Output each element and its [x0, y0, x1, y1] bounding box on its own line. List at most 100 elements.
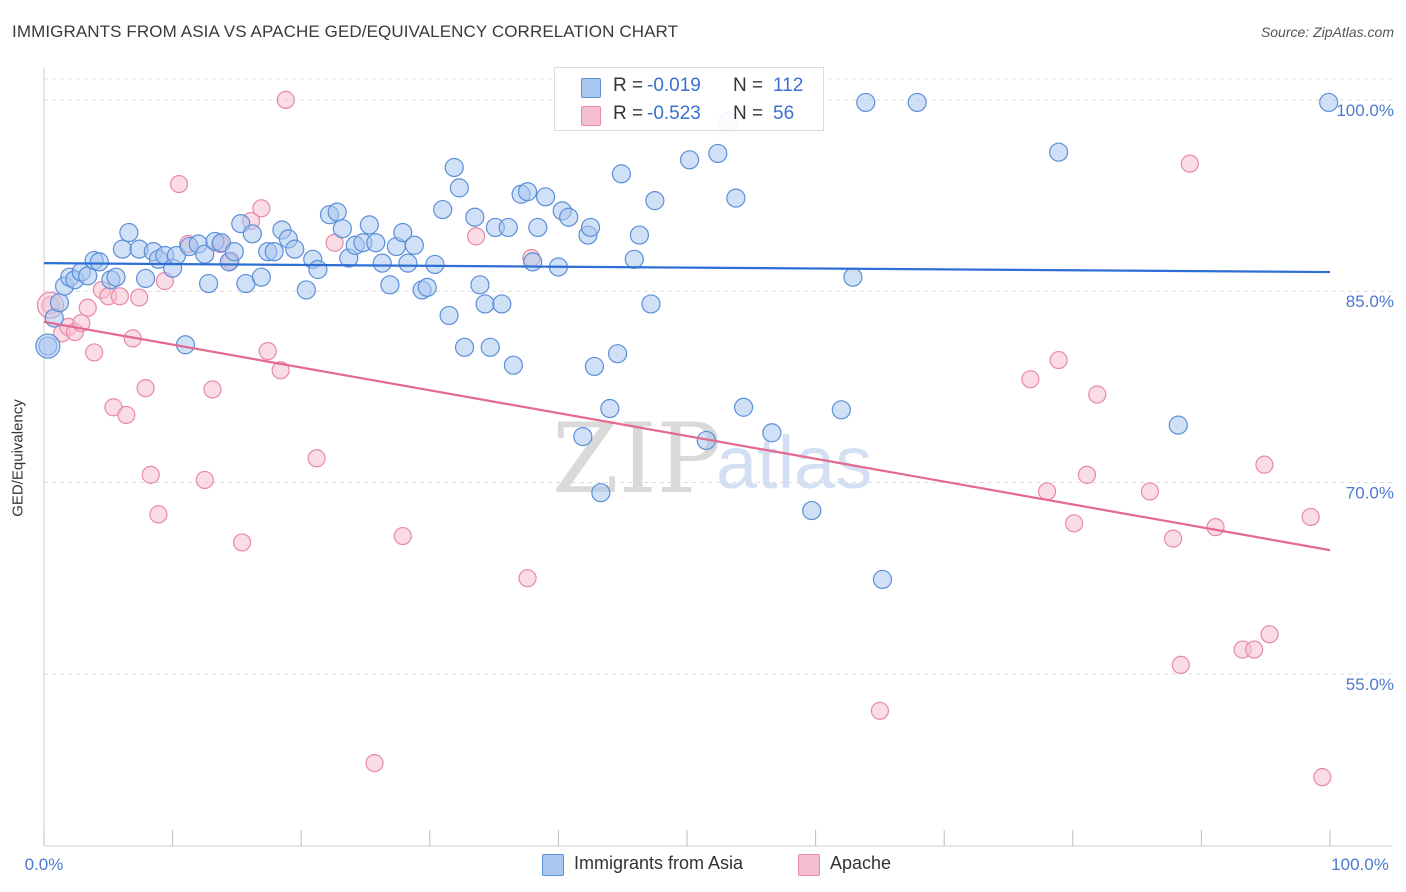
x-tick-label-max: 100.0% — [1331, 855, 1389, 874]
trend-lines — [43, 262, 1331, 552]
y-tick-label: 85.0% — [1346, 292, 1394, 311]
apache-point — [169, 174, 189, 194]
asia-point — [251, 267, 271, 287]
apache-point — [195, 470, 214, 490]
asia-point — [641, 294, 661, 314]
asia-point — [425, 254, 445, 275]
asia-point — [559, 207, 579, 227]
asia-point — [398, 253, 418, 273]
asia-point — [726, 188, 746, 208]
asia-point — [607, 344, 628, 364]
asia-point — [380, 275, 400, 295]
apache-point — [1164, 529, 1183, 548]
apache-point — [258, 342, 277, 361]
asia-point — [843, 267, 863, 287]
y-tick-label: 70.0% — [1346, 484, 1394, 503]
apache-point — [1245, 640, 1264, 659]
y-tick-label: 55.0% — [1346, 675, 1394, 694]
asia-point — [242, 224, 262, 244]
r-value: -0.019 — [647, 75, 701, 96]
apache-point — [1301, 507, 1320, 527]
asia-point — [480, 337, 500, 357]
n-value: 112 — [773, 75, 804, 96]
series-legend: Immigrants from Asia Apache — [0, 852, 1406, 878]
asia-point — [584, 356, 605, 377]
apache-point — [870, 701, 890, 720]
asia-point — [708, 143, 728, 164]
asia-point — [475, 294, 495, 314]
r-label: R = — [613, 75, 644, 96]
asia-point — [106, 267, 126, 287]
asia-point — [503, 355, 523, 375]
asia-point — [645, 191, 665, 211]
apache-point — [466, 227, 486, 246]
apache-point — [1171, 655, 1190, 674]
asia-point — [1168, 415, 1188, 435]
apache-point — [1077, 465, 1097, 484]
asia-point — [404, 235, 424, 255]
legend-label: Apache — [830, 853, 892, 873]
asia-point — [762, 423, 782, 443]
asia-point — [831, 400, 851, 420]
source-credit: Source: ZipAtlas.com — [1260, 24, 1394, 40]
apache-point — [130, 288, 149, 307]
chart-title: IMMIGRANTS FROM ASIA VS APACHE GED/EQUIV… — [12, 22, 679, 41]
asia-point — [733, 397, 754, 417]
x-tick-label-min: 0.0% — [25, 855, 64, 874]
apache-point — [365, 753, 384, 773]
apache-point — [252, 199, 271, 218]
asia-point — [112, 239, 133, 259]
legend-label: Immigrants from Asia — [574, 853, 744, 873]
x-ticks — [43, 830, 1331, 846]
apache-point — [271, 361, 290, 380]
watermark-zip: ZIP — [552, 403, 721, 515]
asia-point — [393, 222, 413, 243]
stats-legend: R = -0.019 N = 112 R = -0.523 N = 56 — [554, 67, 824, 131]
apache-point — [1255, 455, 1274, 474]
asia-point — [591, 483, 611, 503]
apache-point — [149, 505, 168, 524]
asia-point — [498, 217, 518, 238]
apache-point — [136, 379, 155, 398]
r-label: R = — [613, 103, 644, 124]
apache-point — [276, 90, 295, 109]
asia-point — [1319, 92, 1339, 113]
apache-point — [1064, 514, 1084, 533]
asia-point — [89, 252, 109, 272]
watermark: ZIP atlas — [552, 403, 872, 515]
asia-point — [600, 398, 620, 419]
asia-point — [332, 219, 352, 239]
asia-point — [35, 333, 61, 359]
axes — [43, 68, 1392, 847]
apache-point — [110, 287, 129, 306]
apache-point — [1313, 768, 1332, 787]
apache-point — [1260, 625, 1279, 644]
asia-point — [199, 273, 219, 294]
n-label: N = — [733, 75, 764, 96]
apache-point — [1049, 350, 1068, 370]
asia-point — [624, 249, 644, 269]
asia-point — [573, 426, 593, 447]
n-value: 56 — [773, 103, 795, 124]
asia-point — [465, 207, 485, 227]
asia-point — [135, 268, 156, 289]
apache-point — [1140, 482, 1160, 501]
apache-trend-line — [43, 320, 1331, 552]
asia-point — [296, 280, 316, 300]
asia-point — [629, 225, 650, 245]
asia-point — [517, 182, 538, 202]
apache-point — [1180, 154, 1199, 173]
y-tick-labels: 55.0% 70.0% 85.0% 100.0% — [1336, 101, 1394, 694]
asia-point — [907, 92, 927, 113]
apache-point — [307, 449, 326, 468]
asia-point — [359, 215, 379, 235]
legend-row-asia: R = -0.019 N = 112 — [555, 72, 823, 100]
asia-point — [308, 259, 328, 280]
asia-point — [449, 178, 469, 198]
asia-point — [679, 150, 700, 170]
asia-point — [872, 569, 893, 590]
asia-swatch — [581, 78, 601, 98]
asia-point — [417, 277, 437, 297]
apache-point — [203, 380, 222, 399]
asia-point — [372, 253, 392, 273]
